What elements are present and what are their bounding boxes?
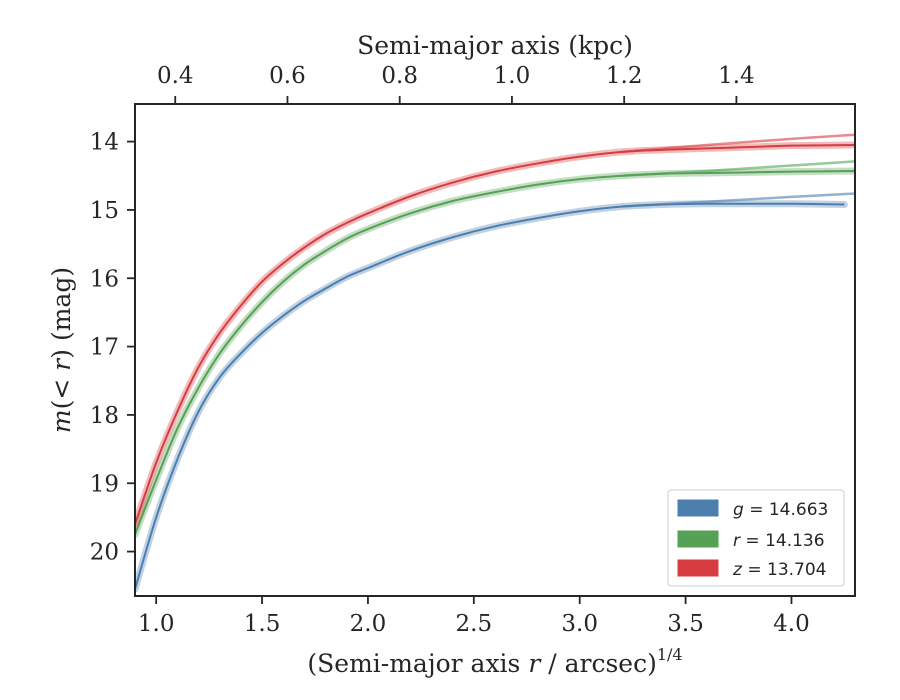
x-tick-label: 2.0 [350, 611, 387, 637]
top-tick-label: 0.4 [157, 63, 194, 89]
top-tick-label: 0.8 [381, 63, 418, 89]
legend-entry-r: r = 14.136 [677, 530, 825, 551]
legend-swatch-z [677, 559, 719, 577]
legend-entry-g: g = 14.663 [677, 499, 828, 520]
y-axis-title: m(< r) (mag) [47, 267, 76, 433]
series-line-g [135, 202, 845, 590]
x-axis-ticks: 1.0 1.5 2.0 2.5 3.0 3.5 4.0 [138, 596, 810, 637]
x-tick-label: 1.0 [138, 611, 175, 637]
x-tick-label: 3.0 [561, 611, 598, 637]
top-tick-label: 1.0 [494, 63, 531, 89]
x-axis-title: (Semi-major axis r / arcsec)1/4 [307, 645, 682, 678]
legend: g = 14.663 r = 14.136 z = 13.704 [667, 489, 845, 587]
legend-label-r: r = 14.136 [733, 531, 825, 551]
y-tick-label: 20 [90, 540, 119, 566]
x-tick-label: 1.5 [244, 611, 281, 637]
legend-swatch-r [677, 530, 719, 548]
x-tick-label: 2.5 [456, 611, 493, 637]
plot-frame [134, 103, 856, 597]
series-layer [135, 133, 855, 593]
y-tick-label: 14 [90, 130, 119, 156]
top-tick-label: 0.6 [269, 63, 306, 89]
series-line-r [135, 169, 855, 535]
y-axis-ticks: 14 15 16 17 18 19 20 [90, 130, 135, 566]
series-extension-z [621, 133, 855, 154]
x-tick-label: 4.0 [773, 611, 810, 637]
y-tick-label: 15 [90, 198, 119, 224]
top-tick-label: 1.4 [718, 63, 755, 89]
y-tick-label: 17 [90, 335, 119, 361]
legend-label-z: z = 13.704 [732, 560, 826, 580]
legend-entry-z: z = 13.704 [677, 559, 826, 580]
top-axis-ticks: 0.4 0.6 0.8 1.0 1.2 1.4 [157, 63, 755, 104]
top-tick-label: 1.2 [606, 63, 643, 89]
y-tick-label: 16 [90, 266, 119, 292]
y-tick-label: 18 [90, 403, 119, 429]
x-tick-label: 3.5 [667, 611, 704, 637]
legend-swatch-g [677, 499, 719, 517]
y-tick-label: 19 [90, 471, 119, 497]
legend-label-g: g = 14.663 [733, 500, 828, 520]
series-line-z [135, 144, 855, 525]
top-axis-title: Semi-major axis (kpc) [357, 31, 633, 60]
